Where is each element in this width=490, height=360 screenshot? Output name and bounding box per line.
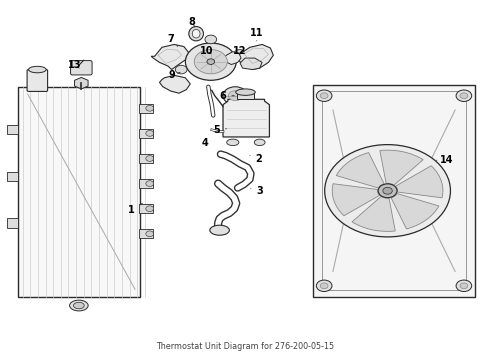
Circle shape (185, 43, 236, 80)
Circle shape (146, 105, 154, 111)
Circle shape (175, 65, 187, 74)
Bar (139, 154, 153, 163)
Text: 7: 7 (168, 35, 177, 46)
Text: 12: 12 (233, 46, 247, 56)
Text: 10: 10 (200, 46, 214, 56)
Circle shape (320, 283, 328, 289)
Polygon shape (240, 58, 262, 69)
Circle shape (207, 59, 215, 64)
Wedge shape (352, 197, 395, 231)
Polygon shape (151, 44, 189, 69)
Circle shape (378, 184, 397, 198)
Circle shape (320, 93, 328, 99)
Polygon shape (236, 44, 273, 69)
Bar (322, 91, 466, 290)
Text: 4: 4 (201, 139, 208, 148)
Circle shape (194, 50, 227, 74)
Bar (139, 129, 153, 138)
Circle shape (460, 283, 468, 289)
Polygon shape (74, 77, 88, 89)
FancyBboxPatch shape (27, 69, 48, 91)
Bar (139, 104, 153, 113)
Polygon shape (223, 51, 241, 64)
Ellipse shape (236, 89, 255, 95)
Ellipse shape (192, 30, 200, 38)
Bar (314, 85, 475, 297)
Ellipse shape (254, 139, 265, 145)
Circle shape (456, 90, 472, 102)
Circle shape (223, 87, 247, 105)
Text: Thermostat Unit Diagram for 276-200-05-15: Thermostat Unit Diagram for 276-200-05-1… (156, 342, 334, 351)
Wedge shape (395, 166, 443, 198)
Circle shape (317, 280, 332, 292)
Ellipse shape (210, 225, 229, 235)
Circle shape (146, 181, 154, 186)
Polygon shape (18, 87, 140, 297)
Circle shape (228, 91, 242, 101)
Text: 13: 13 (68, 60, 82, 70)
Bar (139, 204, 153, 213)
FancyBboxPatch shape (71, 60, 92, 75)
Circle shape (460, 93, 468, 99)
Bar (7, 172, 18, 181)
Wedge shape (380, 150, 423, 185)
Circle shape (456, 280, 472, 292)
Circle shape (146, 206, 154, 212)
Circle shape (325, 145, 450, 237)
Text: 14: 14 (437, 155, 453, 165)
Circle shape (234, 50, 245, 58)
Ellipse shape (28, 66, 46, 73)
Polygon shape (159, 75, 190, 93)
Text: 1: 1 (128, 203, 143, 216)
Polygon shape (223, 99, 270, 137)
Text: 3: 3 (251, 186, 263, 197)
Text: 5: 5 (213, 125, 226, 135)
Circle shape (146, 156, 154, 161)
Text: 6: 6 (220, 91, 234, 101)
Wedge shape (391, 194, 439, 229)
Circle shape (317, 90, 332, 102)
Circle shape (146, 131, 154, 136)
Ellipse shape (70, 300, 88, 311)
Bar (139, 179, 153, 188)
Text: 9: 9 (169, 70, 180, 80)
Text: 11: 11 (250, 28, 264, 41)
Circle shape (205, 35, 217, 44)
Ellipse shape (189, 27, 203, 41)
Bar (7, 219, 18, 228)
Wedge shape (336, 153, 384, 188)
Text: 8: 8 (189, 17, 196, 27)
Bar (7, 125, 18, 134)
Ellipse shape (227, 139, 239, 145)
Bar (139, 229, 153, 238)
Bar (237, 92, 254, 99)
Text: 2: 2 (250, 154, 262, 164)
Ellipse shape (74, 302, 84, 309)
Circle shape (146, 231, 154, 237)
Circle shape (383, 187, 392, 194)
Wedge shape (332, 184, 380, 216)
